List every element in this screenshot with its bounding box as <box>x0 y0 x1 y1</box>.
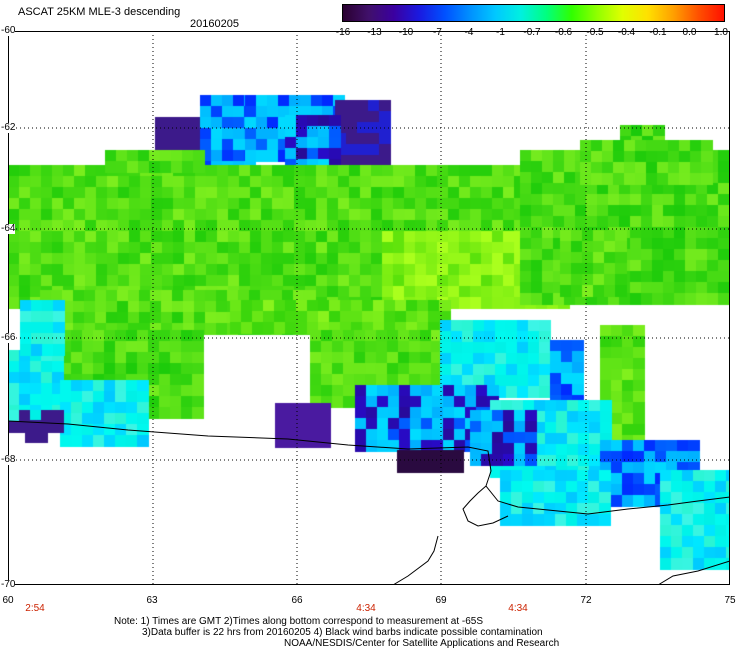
map-frame <box>8 31 730 585</box>
longitude-label: 69 <box>435 595 447 606</box>
latitude-label: -62 <box>1 122 16 133</box>
coastline-segment <box>462 485 509 527</box>
longitude-label: 66 <box>291 595 303 606</box>
color-scale-bar <box>342 4 725 22</box>
note-line-3: NOAA/NESDIS/Center for Satellite Applica… <box>284 638 560 649</box>
pass-time-label: 4:34 <box>356 603 376 614</box>
pass-time-label: 2:54 <box>25 603 45 614</box>
graticule-grid <box>8 31 730 585</box>
note-line-2: 3)Data buffer is 22 hrs from 20160205 4)… <box>142 627 543 638</box>
longitude-label: 75 <box>724 595 736 606</box>
coastline-segment <box>8 420 730 515</box>
latitude-label: -70 <box>1 579 16 590</box>
map-overlay <box>8 31 730 585</box>
longitude-label: 63 <box>146 595 158 606</box>
coastline-segment <box>392 535 439 585</box>
title-date: 20160205 <box>190 18 239 30</box>
latitude-label: -64 <box>1 223 16 234</box>
latitude-label: -66 <box>1 332 16 343</box>
coastline-segment <box>657 560 730 585</box>
mle-data-map <box>8 31 730 585</box>
longitude-label: 60 <box>2 595 14 606</box>
note-line-1: Note: 1) Times are GMT 2)Times along bot… <box>114 616 484 627</box>
latitude-label: -60 <box>1 25 16 36</box>
footnotes: Note: 1) Times are GMT 2)Times along bot… <box>114 616 559 649</box>
map-panel <box>8 31 730 585</box>
pass-time-label: 4:34 <box>508 603 528 614</box>
latitude-label: -68 <box>1 454 16 465</box>
title-product: ASCAT 25KM MLE-3 descending <box>18 6 181 18</box>
longitude-label: 72 <box>580 595 592 606</box>
coastline <box>8 420 730 585</box>
